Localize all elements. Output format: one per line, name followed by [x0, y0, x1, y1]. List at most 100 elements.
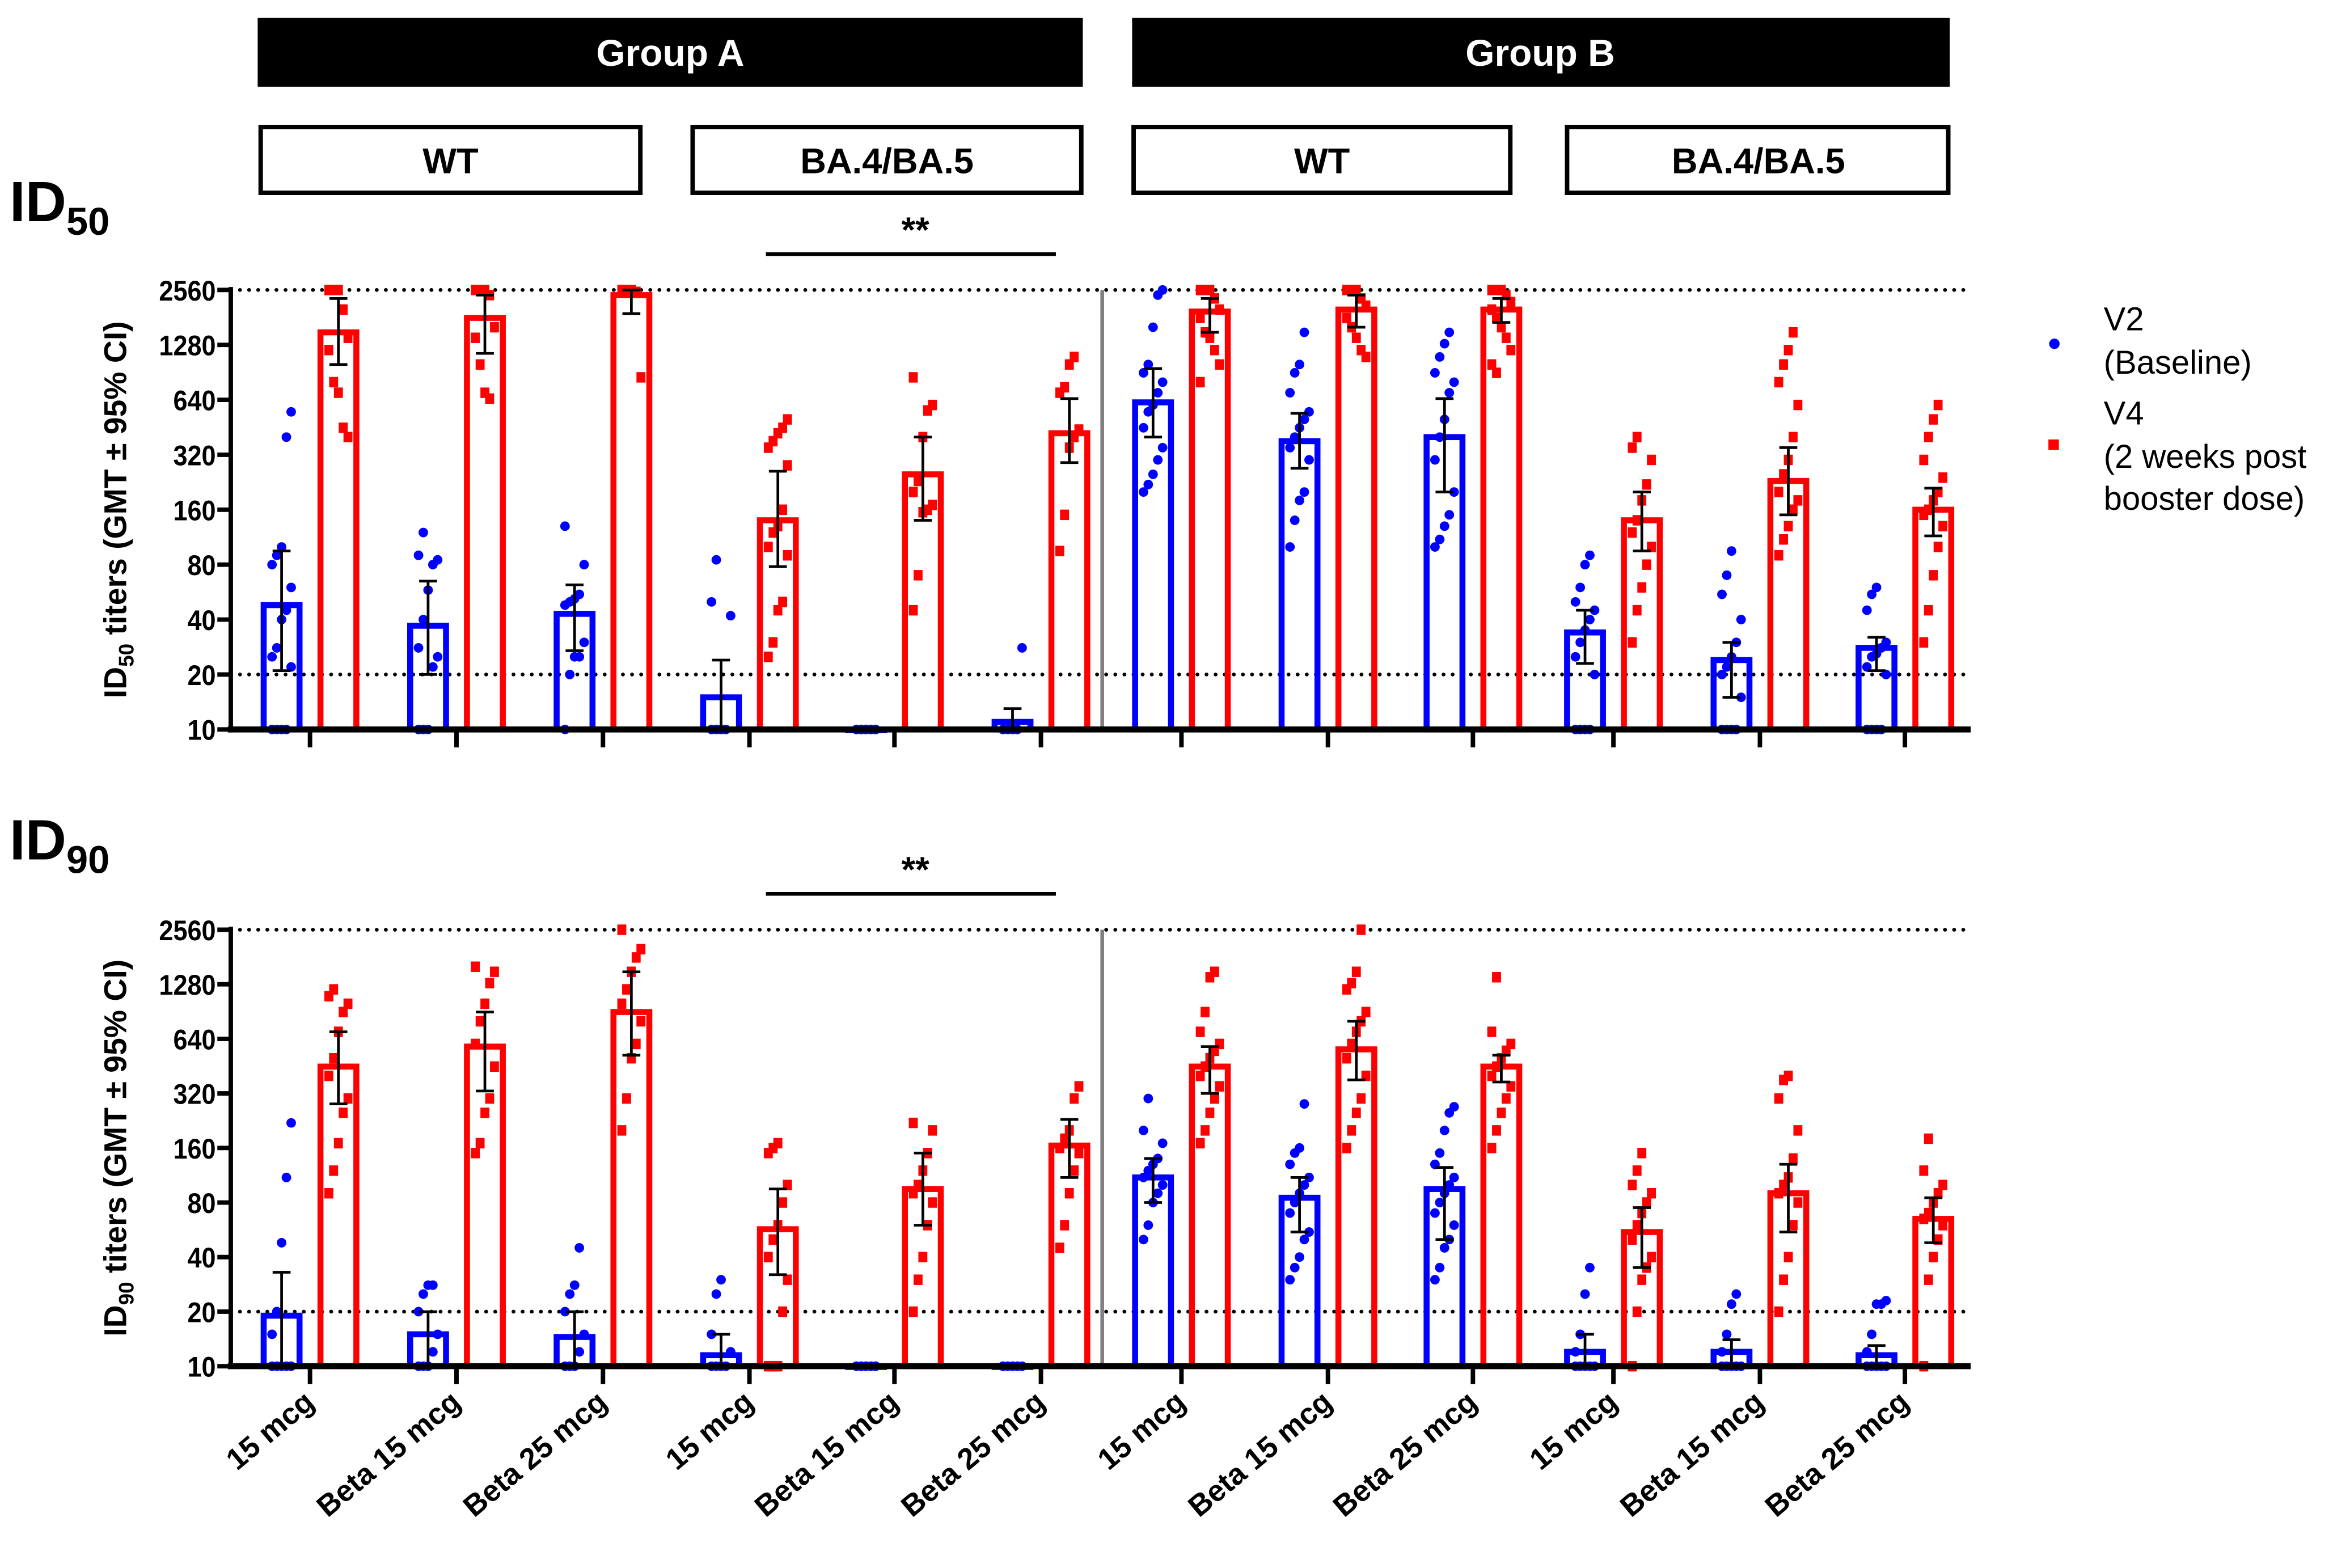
v4-data-point [914, 475, 923, 487]
v4-data-point [339, 1108, 348, 1118]
y-tick-label: 320 [173, 1079, 215, 1110]
v4-data-point [1779, 1274, 1788, 1285]
v2-data-point [277, 1238, 287, 1248]
v2-data-point [267, 1329, 277, 1339]
v2-data-point [1439, 1125, 1449, 1135]
legend-v4-marker [2048, 439, 2059, 450]
y-tick-label: 640 [173, 385, 215, 417]
y-tick-label: 320 [173, 439, 215, 471]
v2-data-point [1157, 285, 1168, 295]
v4-data-point [333, 387, 343, 398]
v2-data-point [579, 637, 589, 648]
y-tick-label: 10 [188, 715, 216, 746]
v2-data-point [1299, 327, 1309, 337]
v4-data-point [1487, 359, 1497, 370]
v4-data-point [1215, 304, 1224, 315]
v2-data-point [1017, 643, 1027, 653]
v4-data-point [1642, 1197, 1651, 1208]
v2-data-point [1439, 339, 1449, 349]
v2-data-point [1736, 615, 1746, 624]
v2-data-point [1295, 1143, 1305, 1153]
v2-data-point [574, 1347, 585, 1357]
v2-data-point [1439, 521, 1449, 531]
v2-data-point [1157, 1180, 1168, 1190]
v4-data-point [1647, 542, 1656, 552]
v2-data-point [413, 1307, 424, 1317]
v4-bar [610, 292, 653, 733]
v4-data-point [1201, 1061, 1210, 1072]
v4-data-point [1783, 1252, 1793, 1262]
v2-data-point [272, 1307, 282, 1317]
v4-data-point [1210, 1093, 1219, 1104]
v4-data-point [1487, 1026, 1497, 1037]
v4-data-point [1361, 1007, 1371, 1017]
panel-title: ID50 [10, 170, 109, 243]
v2-data-point [272, 643, 282, 653]
v2-data-point [433, 652, 443, 662]
group-b-label: Group B [1465, 32, 1614, 74]
v2-data-point [1575, 637, 1586, 648]
v2-data-point [1722, 570, 1732, 580]
v2-data-point [560, 1307, 570, 1317]
v4-data-point [783, 1180, 792, 1190]
v2-data-point [1285, 442, 1295, 453]
v2-data-point [1881, 637, 1891, 648]
v4-data-point [768, 436, 778, 447]
v2-data-point [1299, 1180, 1309, 1190]
v4-data-point [908, 1117, 918, 1129]
v4-data-point [339, 422, 348, 433]
v2-data-point [1290, 1262, 1300, 1273]
panel-title: ID90 [10, 809, 109, 882]
v4-data-point [1055, 1242, 1064, 1253]
v2-data-point [1881, 669, 1891, 679]
v4-data-point [1789, 1220, 1798, 1231]
v4-data-point [1215, 359, 1224, 370]
v4-data-point [908, 487, 918, 497]
v4-data-point [636, 944, 646, 954]
v2-data-point [1585, 550, 1595, 560]
v4-data-point [475, 1138, 485, 1149]
v4-data-point [622, 984, 631, 995]
v4-data-point [490, 322, 499, 333]
v4-data-point [1492, 367, 1501, 378]
v4-data-point [324, 345, 333, 356]
v4-data-point [1060, 382, 1070, 393]
v4-data-point [1789, 1153, 1798, 1164]
v2-data-point [267, 652, 277, 662]
v4-data-point [617, 1125, 627, 1136]
v4-data-point [1195, 1026, 1205, 1037]
v2-data-point [1726, 546, 1736, 556]
v4-data-point [343, 1093, 353, 1104]
v2-data-point [1299, 1235, 1309, 1245]
v2-data-point [1580, 560, 1590, 570]
v2-data-point [711, 555, 721, 565]
v4-data-point [1361, 300, 1371, 311]
y-tick-label: 10 [188, 1351, 216, 1383]
y-tick-label: 20 [188, 660, 216, 691]
v2-data-point [1290, 432, 1300, 442]
v4-data-point [1351, 966, 1361, 977]
v2-data-point [1295, 1252, 1305, 1262]
v4-data-point [1356, 924, 1366, 935]
v4-data-point [1628, 442, 1637, 453]
v4-data-point [1929, 1252, 1938, 1262]
x-tick-label: Beta 25 mcg [1327, 1385, 1484, 1524]
v2-data-point [413, 643, 424, 653]
v4-data-point [1632, 605, 1642, 616]
v2-data-point [281, 432, 291, 442]
v4-data-point [1351, 1108, 1361, 1118]
v2-data-point [281, 1172, 291, 1182]
v2-data-point [1299, 1099, 1309, 1109]
v4-data-point [1628, 637, 1637, 648]
v4-data-point [1938, 472, 1947, 483]
v4-data-point [1628, 1180, 1637, 1190]
y-tick-label: 2560 [159, 915, 215, 946]
v2-data-point [419, 615, 428, 624]
v4-data-point [1055, 1143, 1064, 1153]
v4-data-point [333, 285, 343, 295]
v2-data-point [1138, 368, 1148, 378]
v2-data-point [716, 1275, 726, 1285]
v4-data-point [1779, 359, 1788, 370]
v4-data-point [928, 399, 937, 411]
v4-data-point [471, 332, 480, 343]
